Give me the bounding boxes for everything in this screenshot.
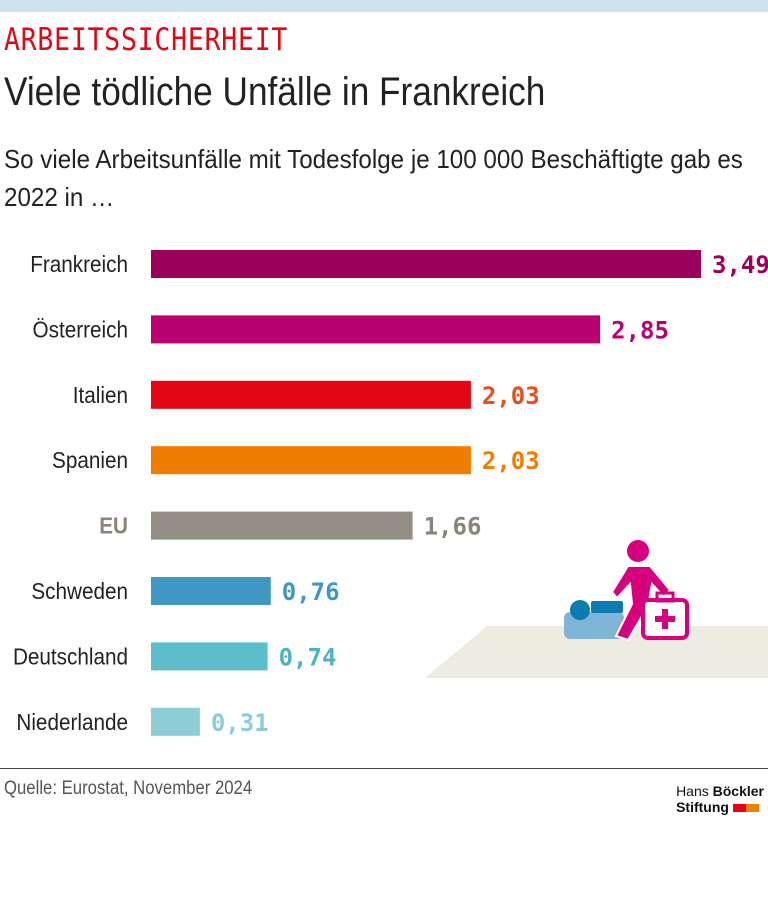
category-label: EU xyxy=(99,513,128,539)
category-label: Italien xyxy=(73,382,128,408)
source-note: Quelle: Eurostat, November 2024 xyxy=(4,778,253,799)
logo: Hans Böckler Stiftung xyxy=(676,783,764,815)
bar xyxy=(151,315,601,344)
illustration xyxy=(425,540,768,678)
value-label: 0,74 xyxy=(279,643,337,671)
value-label: 1,66 xyxy=(424,513,482,541)
bar xyxy=(151,250,701,278)
kicker: ARBEITSSICHERHEIT xyxy=(4,22,289,58)
logo-text: Stiftung xyxy=(676,799,729,815)
category-label: Österreich xyxy=(33,316,128,342)
logo-text: Hans xyxy=(676,783,709,799)
top-strip xyxy=(0,0,768,12)
value-label: 0,31 xyxy=(211,709,269,737)
value-label: 0,76 xyxy=(282,578,340,606)
bar xyxy=(151,577,271,605)
category-label: Spanien xyxy=(52,447,128,473)
category-label: Niederlande xyxy=(16,709,128,735)
value-label: 2,03 xyxy=(482,447,540,475)
bar xyxy=(151,446,471,475)
chart-title: Viele tödliche Unfälle in Frankreich xyxy=(4,70,546,114)
value-label: 3,49 xyxy=(712,251,768,279)
category-label: Frankreich xyxy=(30,251,128,277)
bar xyxy=(151,511,413,540)
bar xyxy=(151,642,268,671)
chart-subtitle: So viele Arbeitsunfälle mit Todesfolge j… xyxy=(4,144,743,212)
bar xyxy=(151,707,200,736)
bar xyxy=(151,380,471,409)
bar-chart: Frankreich 3,49 Österreich 2,85 Italien 2,03 S… xyxy=(13,250,768,737)
value-label: 2,03 xyxy=(482,382,540,410)
value-label: 2,85 xyxy=(611,316,669,344)
category-label: Schweden xyxy=(31,578,128,604)
divider xyxy=(0,768,768,769)
category-label: Deutschland xyxy=(13,643,128,669)
logo-text: Böckler xyxy=(712,783,764,799)
